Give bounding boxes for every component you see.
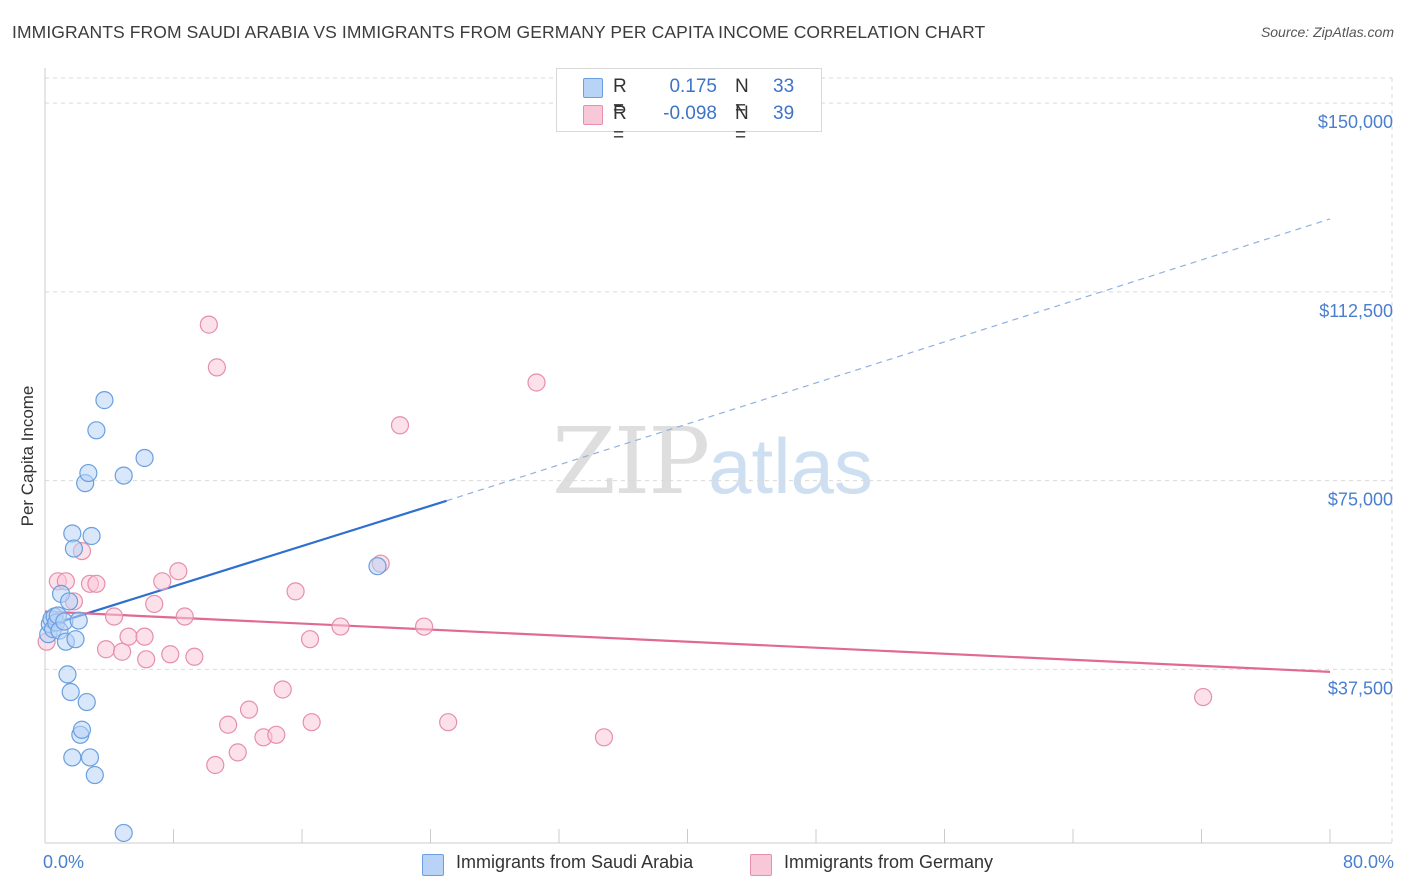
point-saudi-arabia	[80, 748, 100, 767]
point-saudi-arabia	[59, 592, 79, 611]
n-label: N =	[735, 103, 749, 146]
point-saudi-arabia	[77, 692, 96, 712]
legend-label: Immigrants from Saudi Arabia	[456, 852, 694, 872]
r-label: R =	[613, 76, 627, 119]
point-saudi-arabia	[63, 524, 82, 543]
point-germany	[206, 755, 225, 775]
point-saudi-arabia	[61, 682, 80, 702]
watermark-atlas: atlas	[708, 422, 873, 510]
y-tick-label: $75,000	[1328, 490, 1393, 510]
point-saudi-arabia	[95, 391, 114, 410]
n-label: N =	[735, 76, 749, 119]
r-value: 0.175	[669, 76, 717, 97]
point-germany	[207, 358, 226, 377]
point-germany	[439, 713, 458, 732]
watermark: ZIPatlas	[552, 408, 873, 515]
point-germany	[153, 572, 172, 591]
point-saudi-arabia	[58, 665, 77, 684]
correlation-stats-box: R = 0.175 N = 33 R = -0.098 N = 39	[556, 68, 822, 146]
point-germany	[228, 743, 247, 762]
axes	[44, 68, 1392, 844]
point-saudi-arabia	[64, 539, 84, 558]
point-saudi-arabia	[114, 466, 133, 485]
point-germany	[286, 582, 305, 601]
legend-label: Immigrants from Germany	[784, 852, 994, 872]
point-germany	[87, 574, 106, 593]
point-germany	[302, 713, 321, 732]
germany-swatch	[583, 105, 603, 125]
point-germany	[175, 607, 194, 626]
point-germany	[594, 728, 614, 747]
point-germany	[527, 373, 546, 392]
point-saudi-arabia	[69, 611, 88, 630]
point-saudi-arabia	[135, 448, 154, 468]
y-tick-label: $112,500	[1319, 301, 1393, 321]
point-saudi-arabia	[82, 526, 101, 546]
source-label: Source: ZipAtlas.com	[1260, 24, 1394, 40]
point-saudi-arabia	[72, 720, 92, 739]
point-saudi-arabia	[114, 823, 133, 843]
point-germany	[135, 627, 154, 646]
point-saudi-arabia	[79, 463, 98, 483]
point-germany	[145, 594, 164, 614]
grid-lines	[45, 77, 1393, 843]
trend-line-saudi-arabia	[44, 499, 447, 628]
n-value: 33	[773, 76, 795, 97]
x-tick-label-min: 0.0%	[43, 852, 85, 872]
point-germany	[273, 680, 292, 699]
n-value: 39	[773, 103, 795, 124]
point-germany	[96, 640, 116, 659]
trend-lines	[44, 218, 1331, 673]
point-saudi-arabia	[63, 748, 82, 767]
point-germany	[119, 627, 138, 646]
point-germany	[390, 416, 410, 435]
point-germany	[239, 700, 259, 719]
y-tick-label: $37,500	[1328, 678, 1393, 698]
trend-line-germany	[44, 610, 1331, 673]
y-axis-label: Per Capita Income	[18, 385, 37, 527]
r-value: -0.098	[663, 103, 717, 124]
point-germany	[185, 647, 204, 666]
point-germany	[331, 617, 350, 636]
point-germany	[169, 562, 188, 581]
point-germany	[104, 607, 124, 626]
point-saudi-arabia	[87, 421, 106, 440]
point-germany	[1194, 687, 1213, 707]
r-label: R =	[613, 103, 627, 146]
saudi-arabia-swatch	[583, 78, 603, 98]
trend-line-saudi-arabia-projection	[446, 218, 1331, 502]
point-germany	[137, 650, 156, 669]
point-saudi-arabia	[85, 765, 104, 785]
point-germany	[112, 642, 132, 661]
y-tick-label: $150,000	[1318, 112, 1393, 132]
chart-title: IMMIGRANTS FROM SAUDI ARABIA VS IMMIGRAN…	[12, 22, 986, 42]
point-saudi-arabia	[66, 630, 85, 649]
watermark-zip: ZIP	[552, 408, 710, 515]
x-tick-label-max: 80.0%	[1342, 852, 1394, 872]
point-germany	[219, 715, 238, 734]
point-germany	[300, 630, 320, 649]
y-tick-labels: $150,000 $112,500 $75,000 $37,500	[1318, 112, 1393, 698]
point-germany	[161, 645, 180, 664]
germany-swatch	[750, 854, 772, 876]
data-points	[37, 315, 1213, 843]
point-saudi-arabia	[368, 557, 387, 576]
point-germany	[199, 315, 218, 334]
point-germany	[414, 617, 434, 636]
point-germany	[267, 725, 286, 744]
saudi-arabia-swatch	[422, 854, 444, 876]
